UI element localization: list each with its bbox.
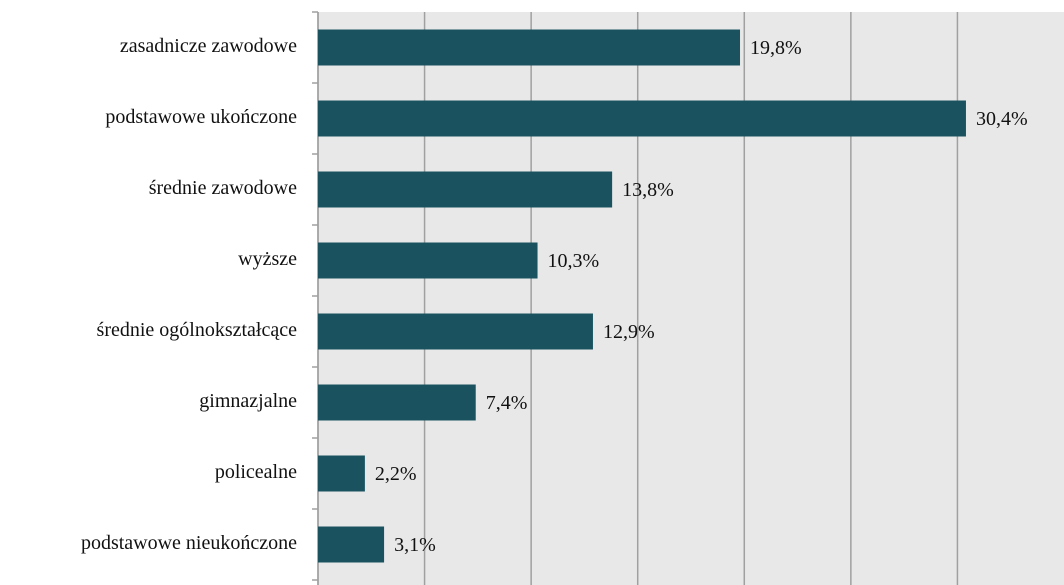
category-label: gimnazjalne	[199, 390, 297, 412]
category-label: średnie ogólnokształcące	[97, 319, 298, 341]
category-label: policealne	[215, 461, 297, 483]
category-label: podstawowe ukończone	[105, 106, 297, 128]
category-label: podstawowe nieukończone	[81, 532, 297, 554]
value-label: 12,9%	[603, 321, 655, 343]
bar	[318, 526, 385, 563]
category-label: wyższe	[238, 248, 297, 270]
value-label: 2,2%	[375, 463, 417, 485]
value-label: 30,4%	[976, 108, 1028, 130]
bar	[318, 384, 476, 421]
plot-area	[318, 12, 1064, 585]
bar	[318, 171, 613, 208]
bar	[318, 313, 593, 350]
value-label: 3,1%	[394, 534, 436, 556]
value-label: 10,3%	[548, 250, 600, 272]
bar	[318, 242, 538, 279]
value-label: 7,4%	[486, 392, 528, 414]
bar	[318, 29, 741, 66]
category-label: średnie zawodowe	[149, 177, 297, 199]
bar	[318, 100, 966, 137]
value-label: 13,8%	[622, 179, 674, 201]
value-label: 19,8%	[750, 37, 802, 59]
category-label: zasadnicze zawodowe	[120, 35, 297, 57]
bar	[318, 455, 365, 492]
